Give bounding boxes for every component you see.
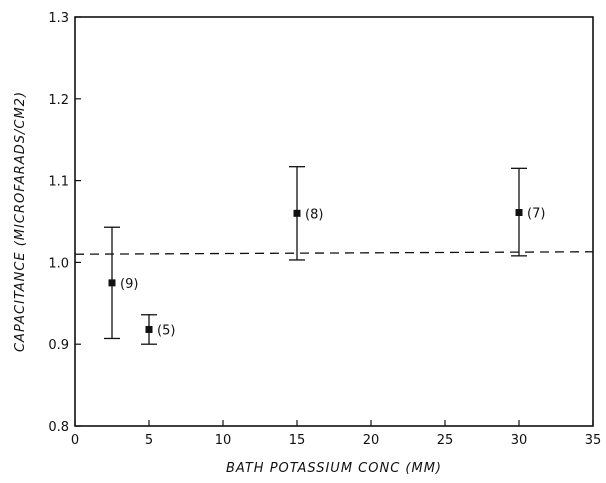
axis-ticks: 0 5 10 15 20 25 30 35 0.8 0.9 1.0 1.1 1.2 1.3 — [48, 11, 601, 448]
x-tick-label: 10 — [215, 433, 232, 448]
y-axis-title: CAPACITANCE (MICROFARADS/CM2) — [13, 91, 28, 352]
x-tick-label: 25 — [437, 433, 454, 448]
y-tick-label: 0.8 — [48, 420, 69, 435]
point-count-label: (7) — [527, 207, 545, 222]
x-axis-title: BATH POTASSIUM CONC (MM) — [226, 461, 442, 476]
x-tick-label: 5 — [145, 433, 153, 448]
data-point: (7) — [511, 167, 545, 257]
dashed-reference-line — [74, 251, 594, 255]
y-tick-label: 0.9 — [48, 338, 69, 353]
y-tick-label: 1.2 — [48, 93, 69, 108]
x-tick-label: 0 — [71, 433, 79, 448]
data-point: (8) — [289, 166, 323, 261]
point-marker — [293, 209, 301, 217]
reference-line-group — [74, 251, 594, 255]
y-tick-label: 1.0 — [48, 256, 69, 271]
point-count-label: (8) — [305, 207, 323, 222]
y-tick-label: 1.1 — [48, 175, 69, 190]
x-tick-label: 30 — [511, 433, 528, 448]
point-count-label: (5) — [157, 323, 175, 338]
point-marker — [108, 279, 116, 287]
data-point: (9) — [104, 226, 138, 340]
x-tick-label: 20 — [363, 433, 380, 448]
x-tick-label: 35 — [585, 433, 602, 448]
x-tick-label: 15 — [289, 433, 306, 448]
data-points-group: (9) (5) (8) (7) — [104, 166, 545, 345]
data-point: (5) — [141, 314, 175, 345]
point-count-label: (9) — [120, 277, 138, 292]
point-marker — [145, 325, 153, 333]
point-marker — [515, 209, 523, 217]
y-tick-label: 1.3 — [48, 11, 69, 26]
plot-area-frame — [74, 16, 594, 427]
